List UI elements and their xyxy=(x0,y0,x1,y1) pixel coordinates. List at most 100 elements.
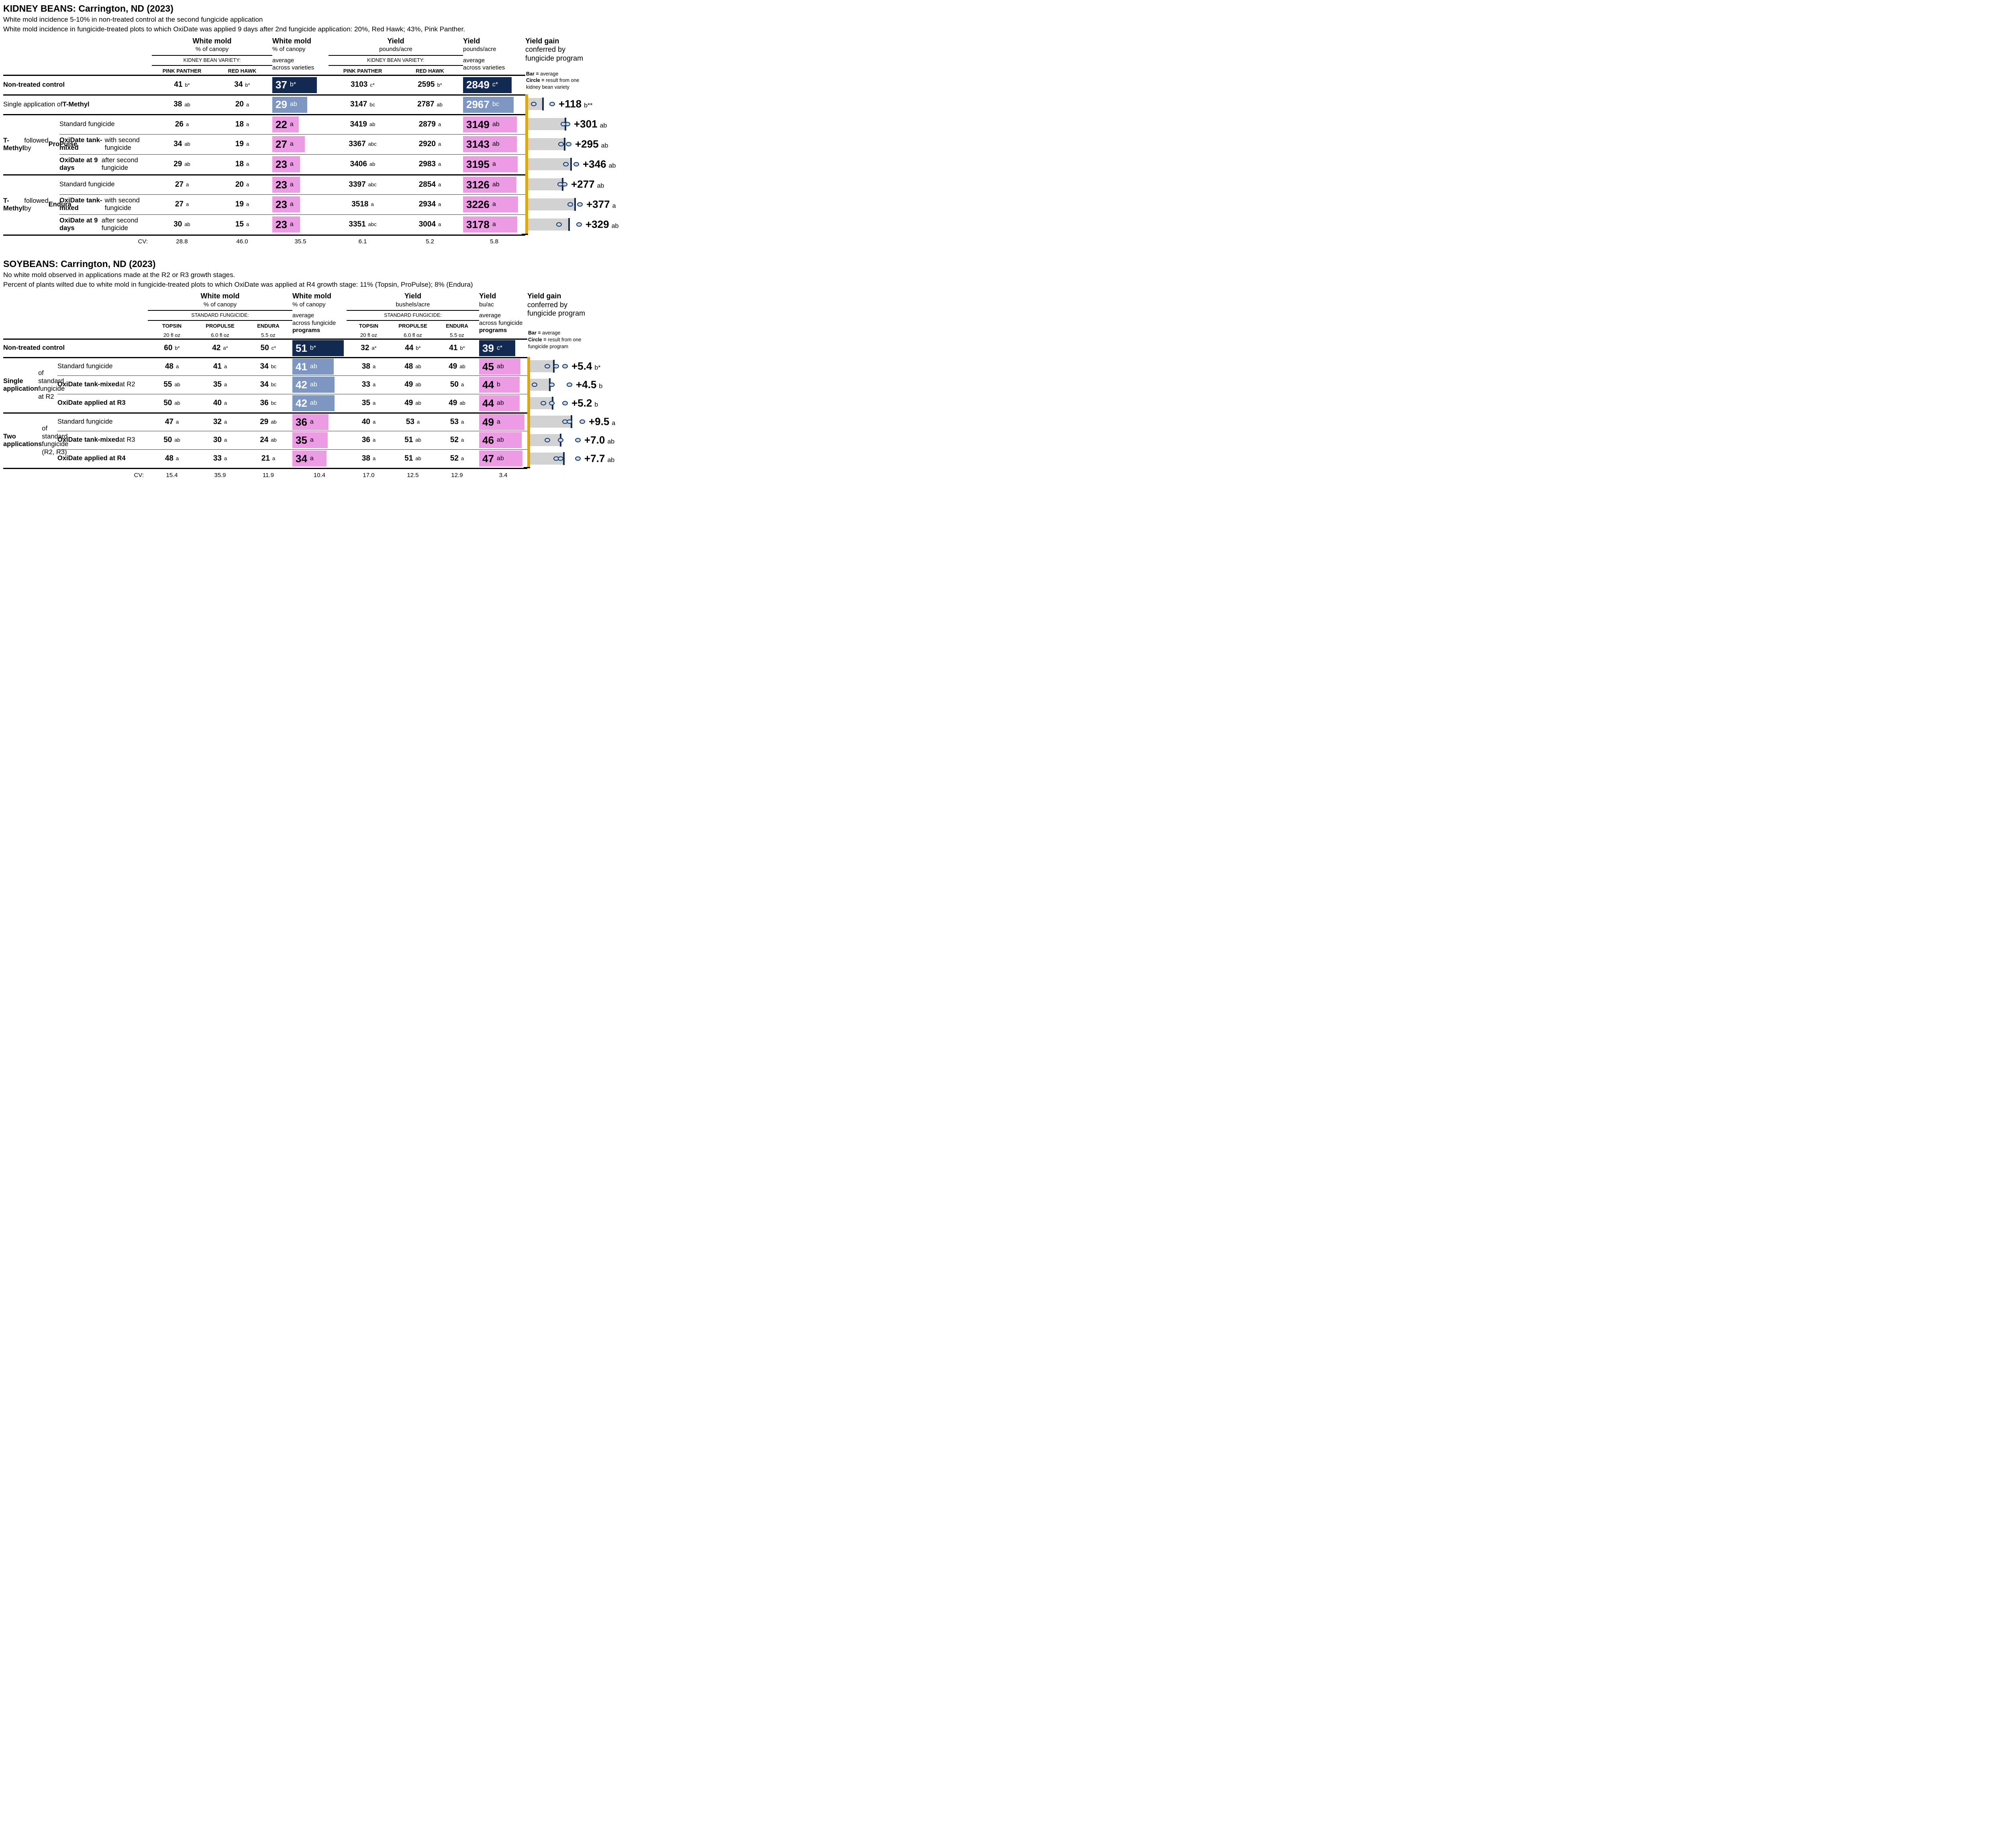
yield-gain-cell: +277 ab xyxy=(525,174,622,194)
significance-letter: a xyxy=(246,121,249,128)
dose-label: 5.5 oz xyxy=(450,332,464,338)
yield-value-cell: 32 a* xyxy=(347,338,391,357)
gain-header-line: conferred by xyxy=(527,300,568,309)
yield-value-cell: 3397 abc xyxy=(329,174,397,194)
program-result-circle xyxy=(580,419,585,424)
average-bar: 36 a xyxy=(292,414,329,430)
significance-letter: a xyxy=(290,120,294,128)
white-mold-value-cell: 36 bc xyxy=(244,394,292,412)
white-mold-value-cell: 42 a* xyxy=(196,338,244,357)
significance-letter: a xyxy=(492,160,496,167)
significance-letter: ab xyxy=(415,437,421,443)
treatment-sub-label: OxiDate tank-mixed with second fungicide xyxy=(59,194,152,214)
variety-result-circle xyxy=(557,182,563,186)
gain-value-label: +4.5 b xyxy=(576,378,602,391)
program-result-circle xyxy=(575,456,581,461)
significance-letter: a xyxy=(290,181,294,188)
value: 34 xyxy=(296,452,307,465)
white-mold-average-cell: 35 a xyxy=(292,430,347,449)
yield-average-cell: 39 c* xyxy=(479,338,527,357)
label-text: with second fungicide xyxy=(104,196,140,212)
white-mold-average-cell: 37 b* xyxy=(272,74,329,94)
significance-letter: a xyxy=(310,418,314,425)
yield-value-cell: 2595 b* xyxy=(397,74,463,94)
value: 2967 xyxy=(466,98,490,111)
yield-average-cell: 2849 c* xyxy=(463,74,525,94)
significance-letter: ab xyxy=(601,142,608,149)
white-mold-value-cell: 55 ab xyxy=(148,375,196,394)
significance-letter: a xyxy=(372,381,376,388)
yield-value-cell: 3406 ab xyxy=(329,154,397,174)
kidney-title-crop: KIDNEY BEANS: xyxy=(3,3,76,14)
dose-label: 20 fl oz xyxy=(163,332,180,338)
significance-letter: ab xyxy=(369,161,375,167)
yield-value-cell: 2787 ab xyxy=(397,94,463,114)
value: 3367 xyxy=(349,139,366,148)
significance-letter: ab xyxy=(415,363,421,370)
average-bar: 44 ab xyxy=(479,395,520,412)
yield-value-cell: 2854 a xyxy=(397,174,463,194)
value: 41 xyxy=(213,362,222,371)
gain-average-tick xyxy=(563,452,565,465)
treatment-sub-label: Standard fungicide xyxy=(57,357,148,375)
gain-average-tick xyxy=(570,157,572,171)
significance-letter: bc xyxy=(369,101,375,108)
gain-value-label: +7.7 ab xyxy=(584,452,614,465)
variety-result-circle xyxy=(563,162,569,166)
significance-letter: a xyxy=(461,455,464,462)
value: 34 xyxy=(234,80,243,89)
label-text: T-Methyl xyxy=(3,197,24,212)
treatment-sub-label: Standard fungicide xyxy=(59,114,152,134)
label-text: OxiDate at 9 days xyxy=(59,156,98,171)
gain-average-bar xyxy=(528,118,565,130)
yield-value-cell: 38 a xyxy=(347,357,391,375)
value: 3226 xyxy=(466,198,490,210)
significance-letter: a xyxy=(290,200,294,208)
gain-average-tick xyxy=(564,137,565,151)
program-result-circle xyxy=(558,456,563,461)
baseline-gold-bar xyxy=(525,194,528,214)
variety-result-circle xyxy=(561,122,566,126)
value: 34 xyxy=(173,139,182,148)
average-bar: 3195 a xyxy=(463,156,518,172)
significance-letter: a xyxy=(492,200,496,208)
gain-header-line: conferred by xyxy=(525,45,566,54)
significance-letter: a xyxy=(224,437,227,443)
significance-letter: abc xyxy=(368,182,377,188)
gain-axis-origin-tick xyxy=(522,233,528,235)
gain-legend-line: kidney bean variety xyxy=(526,84,569,90)
dose-label: 6.0 fl oz xyxy=(211,332,229,338)
average-header-line: across fungicide xyxy=(479,319,523,326)
white-mold-value-cell: 19 a xyxy=(212,134,272,154)
kidney-results-table: White mold% of canopy KIDNEY BEAN VARIETY… xyxy=(3,37,626,248)
significance-letter: a xyxy=(612,420,616,427)
yield-value-cell: 49 ab xyxy=(435,357,479,375)
value: 27 xyxy=(175,180,184,189)
value: +377 xyxy=(586,198,610,210)
cv-row-label: CV: xyxy=(3,467,148,482)
cv-value-cell: 10.4 xyxy=(292,467,347,482)
variety-result-circle xyxy=(567,202,573,206)
significance-letter: ab xyxy=(459,400,465,406)
column-header: ENDURA 5.5 oz xyxy=(435,323,479,338)
cv-value-cell: 12.5 xyxy=(391,467,435,482)
value: 40 xyxy=(361,417,370,426)
cv-gain-spacer xyxy=(524,467,625,482)
white-mold-value-cell: 32 a xyxy=(196,412,244,431)
average-bar: 51 b* xyxy=(292,340,344,357)
gain-average-bar xyxy=(528,218,569,230)
significance-letter: ab xyxy=(174,381,180,388)
value: 23 xyxy=(275,158,287,170)
white-mold-value-cell: 30 ab xyxy=(152,214,212,235)
treatment-sub-label: OxiDate at 9 days after second fungicide xyxy=(59,154,152,174)
value: 29 xyxy=(173,159,182,168)
value: 36 xyxy=(296,416,307,428)
value: 50 xyxy=(450,380,459,389)
white-mold-value-cell: 48 a xyxy=(148,357,196,375)
column-group-header: Yield pounds/acre KIDNEY BEAN VARIETY: PINK… xyxy=(329,37,463,75)
baseline-gold-bar xyxy=(527,357,530,375)
significance-letter: ab xyxy=(437,101,443,108)
significance-letter: a xyxy=(372,455,376,462)
gain-value-label: +118 b** xyxy=(559,98,593,110)
label-text: OxiDate applied at R4 xyxy=(57,455,126,462)
